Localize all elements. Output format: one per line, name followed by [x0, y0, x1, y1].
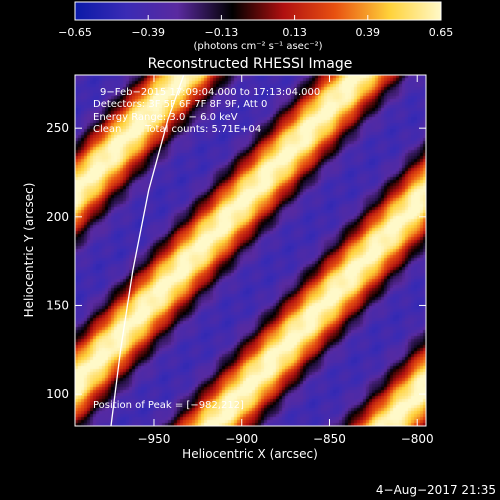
colorbar-tick-label: 0.65 — [429, 26, 454, 39]
annotation-energy-range: Energy Range: 3.0 − 6.0 keV — [93, 112, 238, 123]
solar-limb-curve — [110, 75, 185, 426]
heatmap-image — [75, 75, 426, 426]
annotation-time-range: 9−Feb−2015 17:09:04.000 to 17:13:04.000 — [100, 87, 320, 98]
colorbar-tick-label: −0.65 — [58, 26, 92, 39]
date-stamp: 4−Aug−2017 21:35 — [376, 483, 496, 497]
x-tick-label: −850 — [313, 432, 346, 446]
y-tick-label: 100 — [46, 387, 69, 401]
colorbar-unit-label: (photons cm⁻² s⁻¹ asec⁻²) — [193, 41, 322, 52]
y-tick-label: 200 — [46, 210, 69, 224]
colorbar-tick-label: 0.13 — [282, 26, 307, 39]
colorbar-tick-label: 0.39 — [356, 26, 381, 39]
colorbar-tick-label: −0.39 — [131, 26, 165, 39]
annotation-peak-position: Position of Peak = [−982,212] — [93, 400, 244, 411]
colorbar-ticks: −0.65 −0.39 −0.13 0.13 0.39 0.65 — [58, 15, 453, 39]
colorbar-tick-label: −0.13 — [205, 26, 239, 39]
x-axis-ticks: −950 −900 −850 −800 — [137, 75, 434, 446]
annotation-detectors: Detectors: 3F 5F 6F 7F 8F 9F, Att 0 — [93, 99, 267, 110]
annotation-total-counts: Total counts: 5.71E+04 — [144, 124, 261, 135]
colorbar — [74, 1, 442, 21]
y-tick-label: 150 — [46, 298, 69, 312]
annotation-clean: Clean — [93, 124, 121, 135]
x-tick-label: −950 — [137, 432, 170, 446]
y-tick-label: 250 — [46, 121, 69, 135]
x-tick-label: −900 — [225, 432, 258, 446]
plot-frame — [74, 74, 427, 427]
chart-title: Reconstructed RHESSI Image — [148, 56, 353, 72]
x-axis-label: Heliocentric X (arcsec) — [182, 447, 318, 461]
y-axis-ticks: 100 150 200 250 — [46, 121, 426, 401]
y-axis-label: Heliocentric Y (arcsec) — [22, 183, 36, 318]
x-tick-label: −800 — [401, 432, 434, 446]
